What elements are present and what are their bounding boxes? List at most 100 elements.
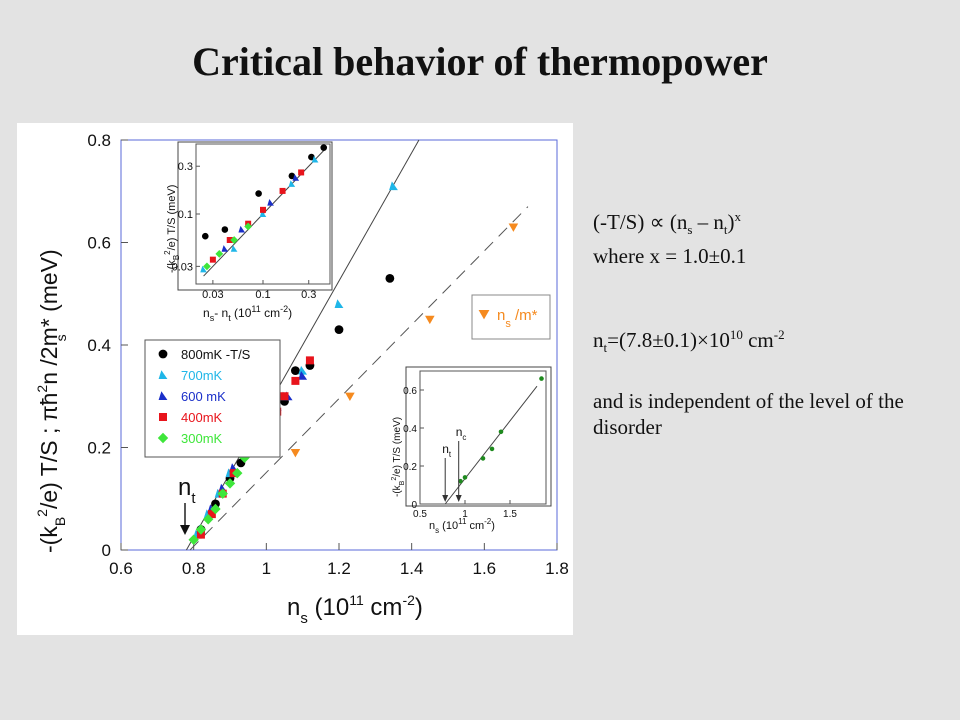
fit-line-dashed <box>189 206 529 551</box>
inset1-data-point <box>279 187 286 194</box>
data-point <box>298 365 308 375</box>
figure-panel: 0.6 0.8 1 1.2 1.4 1.6 1.8 0 0.2 0.4 0.6 0.8 ns (101… <box>17 123 573 635</box>
data-point <box>224 478 236 489</box>
legend-label: 600 mK <box>181 389 226 404</box>
legend-marker <box>157 432 169 444</box>
inset1-data-point <box>244 222 253 231</box>
inset1-data-point <box>200 265 207 273</box>
inset1-y-tick-label: 0.03 <box>172 261 193 273</box>
independence-note: and is independent of the level of the d… <box>593 389 904 439</box>
legend-marker <box>158 370 168 379</box>
inset2-data-point <box>462 475 468 480</box>
inset1-data-point <box>215 249 224 258</box>
data-point <box>385 273 395 283</box>
inset2-x-tick-label: 1 <box>462 509 468 520</box>
inset2-nt-arrow-head <box>442 495 449 502</box>
inset1-data-point <box>260 206 266 213</box>
inset-log-frame <box>177 141 333 291</box>
data-point <box>290 449 301 458</box>
inset1-x-axis-label: ns- nt (1011 cm-2) <box>203 304 292 323</box>
main-x-axis-label: ns (1011 cm-2) <box>287 592 423 627</box>
svg-text:nt: nt <box>178 474 196 507</box>
inset2-y-tick-label: 0.4 <box>403 424 417 435</box>
inset1-data-point <box>320 144 328 151</box>
x-tick-label: 1 <box>262 559 271 578</box>
legend-marker <box>159 413 167 421</box>
data-point <box>334 325 344 335</box>
inset2-nc-arrow-head <box>455 495 462 502</box>
inset2-y-tick-label: 0 <box>411 500 417 511</box>
nt-value-line: nt=(7.8±0.1)×1010 cm-2 <box>593 327 785 356</box>
y-tick-label: 0.4 <box>87 336 111 355</box>
inset1-x-tick-label: 0.03 <box>202 289 223 301</box>
slide-title: Critical behavior of thermopower <box>192 39 768 84</box>
inset1-x-tick-label: 0.3 <box>301 289 316 301</box>
fit-line-solid <box>185 139 420 551</box>
data-point <box>334 299 344 308</box>
inset1-data-point <box>221 245 229 252</box>
y-tick-label: 0.8 <box>87 131 111 150</box>
inset2-nt-arrow-label: nt <box>442 442 452 459</box>
inset1-data-point <box>255 190 262 197</box>
inset1-data-point <box>209 256 216 263</box>
data-point <box>291 366 300 376</box>
x-tick-label: 1.4 <box>400 559 424 578</box>
inset1-data-point <box>230 245 238 252</box>
inset1-x-tick-label: 0.1 <box>255 289 270 301</box>
data-point <box>217 488 228 499</box>
inset1-y-axis-label: -(kB2/e) T/S (meV) <box>163 185 181 273</box>
data-point <box>298 370 308 380</box>
data-point <box>508 223 519 232</box>
main-y-axis-label: -(kB2/e) T/S ; πħ2n /2m* (meV)s <box>34 249 69 553</box>
inset1-data-point <box>311 155 319 163</box>
inset2-data-point <box>539 376 544 381</box>
formula-line: (-T/S) ∝ (ns – nt)x <box>593 209 742 238</box>
data-point <box>188 534 199 545</box>
inset-linear-frame <box>405 366 552 507</box>
data-point <box>210 503 221 515</box>
scaling-formula: (-T/S) ∝ (ns – nt)x where x = 1.0±0.1 <box>593 204 746 269</box>
inset2-data-point <box>480 456 486 461</box>
data-point <box>232 467 243 479</box>
legend2-marker <box>478 309 490 320</box>
chart-canvas: 0.6 0.8 1 1.2 1.4 1.6 1.8 0 0.2 0.4 0.6 0.8 ns (101… <box>34 131 569 627</box>
legend-label: 400mK <box>181 410 223 425</box>
inset1-data-point <box>226 237 233 244</box>
inset1-data-point <box>221 226 229 233</box>
x-tick-label: 1.6 <box>473 559 497 578</box>
data-point <box>280 392 289 401</box>
y-tick-label: 0.6 <box>87 234 111 253</box>
x-tick-label: 0.6 <box>109 559 133 578</box>
inset2-data-point <box>498 429 504 435</box>
data-point <box>195 524 207 535</box>
inset1-data-point <box>292 174 300 181</box>
legend-label: 300mK <box>181 431 223 446</box>
y-tick-label: 0.2 <box>87 439 111 458</box>
inset2-x-tick-label: 0.5 <box>413 509 427 520</box>
inset1-y-tick-label: 0.1 <box>178 209 193 221</box>
inset2-data-point <box>458 478 463 484</box>
data-point <box>291 376 300 385</box>
data-point <box>345 392 355 402</box>
legend-label: 700mK <box>181 368 223 383</box>
data-point <box>207 510 216 519</box>
nt-arrow-annotation: nt <box>178 474 196 535</box>
inset1-data-point <box>201 232 209 240</box>
exponent-line: where x = 1.0±0.1 <box>593 244 747 269</box>
legend-marker <box>158 391 168 400</box>
x-tick-label: 1.2 <box>327 559 351 578</box>
inset2-y-tick-label: 0.6 <box>403 386 417 397</box>
inset2-data-point <box>489 446 495 452</box>
inset1-data-point <box>230 236 239 244</box>
data-point <box>203 514 214 525</box>
inset1-data-point <box>298 169 305 176</box>
data-point <box>389 181 398 191</box>
inset2-y-tick-label: 0.2 <box>403 462 417 473</box>
x-tick-label: 0.8 <box>182 559 206 578</box>
inset1-data-point <box>288 180 296 187</box>
inset1-y-tick-label: 0.3 <box>178 161 193 173</box>
legend2-label: ns /m* <box>497 307 538 330</box>
legend-label: 800mK -T/S <box>181 347 251 362</box>
inset2-nc-arrow-label: nc <box>456 425 467 442</box>
x-tick-label: 1.8 <box>545 559 569 578</box>
